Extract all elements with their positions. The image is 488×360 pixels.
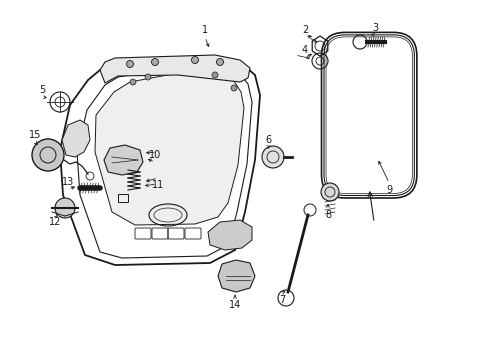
Polygon shape bbox=[218, 260, 254, 292]
Circle shape bbox=[191, 57, 198, 63]
Text: 8: 8 bbox=[324, 210, 330, 220]
Polygon shape bbox=[104, 145, 142, 175]
Text: 12: 12 bbox=[49, 217, 61, 227]
Text: 10: 10 bbox=[148, 150, 161, 160]
Circle shape bbox=[216, 58, 223, 66]
Text: 6: 6 bbox=[264, 135, 270, 145]
Bar bbox=[118, 194, 128, 202]
Text: 9: 9 bbox=[386, 185, 391, 195]
Text: 4: 4 bbox=[301, 45, 307, 55]
Circle shape bbox=[320, 183, 338, 201]
Text: 2: 2 bbox=[301, 25, 307, 35]
Circle shape bbox=[126, 60, 133, 68]
Text: 3: 3 bbox=[371, 23, 377, 33]
Circle shape bbox=[55, 198, 75, 218]
Text: 13: 13 bbox=[62, 177, 74, 187]
Circle shape bbox=[130, 79, 136, 85]
Text: 5: 5 bbox=[39, 85, 45, 95]
Circle shape bbox=[151, 58, 158, 66]
Text: 1: 1 bbox=[202, 25, 207, 35]
Text: 11: 11 bbox=[152, 180, 164, 190]
Text: 7: 7 bbox=[278, 295, 285, 305]
Polygon shape bbox=[207, 220, 251, 250]
Circle shape bbox=[212, 72, 218, 78]
Circle shape bbox=[32, 139, 64, 171]
Polygon shape bbox=[62, 120, 90, 157]
Polygon shape bbox=[100, 55, 249, 83]
Text: 14: 14 bbox=[228, 300, 241, 310]
Circle shape bbox=[230, 85, 237, 91]
Polygon shape bbox=[95, 71, 244, 225]
Circle shape bbox=[145, 74, 151, 80]
Circle shape bbox=[262, 146, 284, 168]
Text: 15: 15 bbox=[29, 130, 41, 140]
